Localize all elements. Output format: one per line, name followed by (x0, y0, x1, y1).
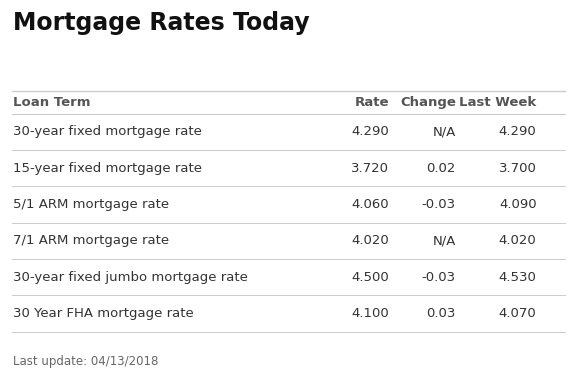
Text: 4.020: 4.020 (499, 234, 537, 247)
Text: 30 Year FHA mortgage rate: 30 Year FHA mortgage rate (13, 307, 193, 320)
Text: N/A: N/A (432, 125, 456, 138)
Text: 30-year fixed mortgage rate: 30-year fixed mortgage rate (13, 125, 201, 138)
Text: Rate: Rate (355, 96, 389, 109)
Text: Loan Term: Loan Term (13, 96, 90, 109)
Text: 4.090: 4.090 (499, 198, 537, 211)
Text: 4.500: 4.500 (352, 271, 389, 283)
Text: 0.02: 0.02 (426, 162, 456, 175)
Text: 4.290: 4.290 (352, 125, 389, 138)
Text: 3.700: 3.700 (499, 162, 537, 175)
Text: 4.290: 4.290 (499, 125, 537, 138)
Text: -0.03: -0.03 (422, 198, 456, 211)
Text: 4.530: 4.530 (499, 271, 537, 283)
Text: Mortgage Rates Today: Mortgage Rates Today (13, 11, 309, 35)
Text: 15-year fixed mortgage rate: 15-year fixed mortgage rate (13, 162, 202, 175)
Text: 4.100: 4.100 (352, 307, 389, 320)
Text: Last Week: Last Week (459, 96, 537, 109)
Text: 3.720: 3.720 (351, 162, 389, 175)
Text: 0.03: 0.03 (426, 307, 456, 320)
Text: Last update: 04/13/2018: Last update: 04/13/2018 (13, 356, 158, 368)
Text: 30-year fixed jumbo mortgage rate: 30-year fixed jumbo mortgage rate (13, 271, 248, 283)
Text: 4.060: 4.060 (352, 198, 389, 211)
Text: 4.020: 4.020 (352, 234, 389, 247)
Text: -0.03: -0.03 (422, 271, 456, 283)
Text: 5/1 ARM mortgage rate: 5/1 ARM mortgage rate (13, 198, 169, 211)
Text: Change: Change (400, 96, 456, 109)
Text: 7/1 ARM mortgage rate: 7/1 ARM mortgage rate (13, 234, 169, 247)
Text: N/A: N/A (432, 234, 456, 247)
Text: 4.070: 4.070 (499, 307, 537, 320)
